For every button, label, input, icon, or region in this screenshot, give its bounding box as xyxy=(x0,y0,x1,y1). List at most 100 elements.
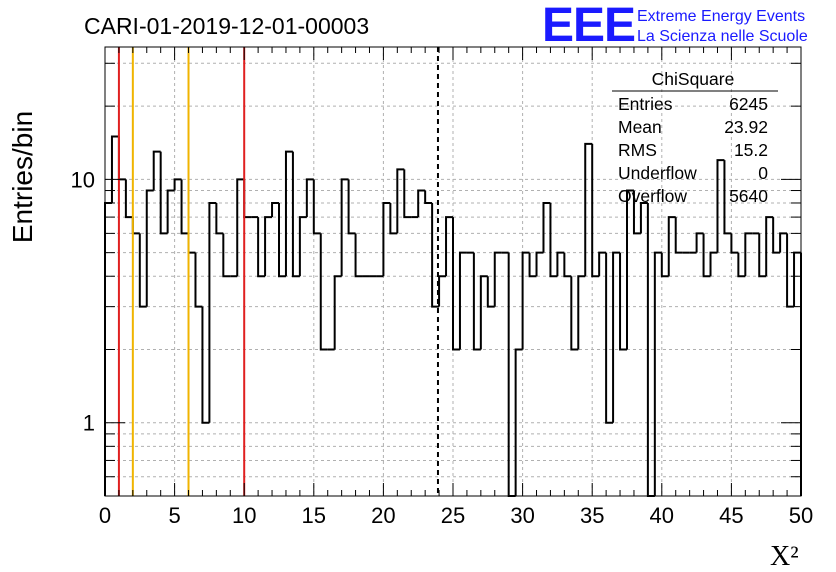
histogram-bin xyxy=(667,216,676,277)
histogram-bin xyxy=(438,275,447,307)
histogram-bin xyxy=(605,252,614,424)
stats-label: Underflow xyxy=(618,163,697,183)
histogram-bin xyxy=(194,252,203,308)
histogram-bin xyxy=(264,216,273,277)
histogram-bin xyxy=(472,252,481,351)
stats-label: Overflow xyxy=(618,186,687,206)
x-tick-label: 35 xyxy=(580,503,604,528)
histogram-bin xyxy=(521,251,530,350)
x-axis-label: X² xyxy=(770,541,799,572)
histogram-bin xyxy=(354,233,363,278)
logo-line2: La Scienza nelle Scuole xyxy=(637,28,808,45)
histogram-bin xyxy=(243,179,252,219)
histogram-bin xyxy=(347,179,356,235)
histogram-bin xyxy=(180,179,189,235)
histogram-bin xyxy=(138,233,147,308)
axis-ticks: 0 5 10 15 20 25 30 35 40 45 50 1 10 xyxy=(71,47,813,528)
histogram-bin xyxy=(278,202,286,278)
histogram-bin xyxy=(479,275,488,350)
stats-value: 0 xyxy=(758,163,768,183)
histogram-bin xyxy=(744,232,753,277)
x-tick-label: 50 xyxy=(789,503,813,528)
histogram-bin xyxy=(215,202,224,235)
histogram-bin xyxy=(702,233,711,278)
histogram-bin xyxy=(340,178,349,277)
histogram-bin xyxy=(758,233,767,278)
histogram-bin xyxy=(723,160,732,235)
histogram-bin xyxy=(291,151,300,278)
histogram-bin xyxy=(535,251,544,277)
histogram-bin xyxy=(639,201,648,234)
histogram-bin xyxy=(396,168,405,234)
stats-box: ChiSquare Entries 6245 Mean 23.92 RMS 15… xyxy=(612,69,778,206)
histogram-bin xyxy=(159,151,168,235)
histogram-bin xyxy=(445,216,453,277)
x-tick-label: 15 xyxy=(302,503,326,528)
stats-value: 5640 xyxy=(729,186,768,206)
histogram-bin xyxy=(493,251,502,307)
y-tick-label: 10 xyxy=(71,167,95,192)
histogram-bin xyxy=(201,306,210,424)
histogram-bin xyxy=(458,251,467,350)
histogram-bin xyxy=(660,252,669,278)
histogram-bin xyxy=(528,252,537,278)
histogram-bin xyxy=(131,217,140,235)
histogram-bin xyxy=(765,216,774,277)
histogram-bin xyxy=(591,143,600,278)
histogram-bin xyxy=(556,251,565,277)
marker-lines xyxy=(117,47,439,496)
histogram-bin xyxy=(772,217,781,254)
histogram-bin xyxy=(452,217,460,351)
logo-line1: Extreme Energy Events xyxy=(637,8,805,25)
histogram-bin xyxy=(709,251,718,277)
logo-mark: EEE xyxy=(542,0,635,52)
histogram-bin xyxy=(389,202,398,235)
x-tick-label: 20 xyxy=(371,503,395,528)
histogram-bin xyxy=(786,233,795,308)
histogram-bin xyxy=(145,189,154,307)
histogram-bin xyxy=(271,201,279,218)
histogram-bin xyxy=(779,232,788,253)
histogram-bin xyxy=(695,232,704,253)
histogram-bin xyxy=(124,179,133,219)
histogram-bin xyxy=(577,275,586,350)
histogram-bin xyxy=(222,233,231,278)
histogram-bin xyxy=(382,201,391,277)
x-tick-label: 0 xyxy=(99,503,111,528)
histogram-bin xyxy=(319,233,328,351)
chart-title: CARI-01-2019-12-01-00003 xyxy=(84,13,369,39)
stats-value: 15.2 xyxy=(734,140,768,160)
x-tick-label: 30 xyxy=(510,503,534,528)
histogram-bin xyxy=(632,190,641,235)
histogram-bin xyxy=(507,252,516,497)
x-tick-label: 40 xyxy=(650,503,674,528)
eee-logo: EEE Extreme Energy Events La Scienza nel… xyxy=(542,0,808,52)
histogram-bin xyxy=(257,217,266,278)
histogram-bin xyxy=(563,252,572,278)
histogram-bin xyxy=(598,251,607,277)
histogram-bin xyxy=(619,252,627,351)
stats-title: ChiSquare xyxy=(652,69,735,89)
histogram-bin xyxy=(312,179,321,235)
histogram-bin xyxy=(716,159,725,253)
histogram-bin xyxy=(166,189,175,234)
histogram-bin xyxy=(284,150,293,277)
histogram-bin xyxy=(424,190,433,204)
stats-label: Mean xyxy=(618,117,662,137)
histogram-bin xyxy=(431,202,440,308)
histogram-bin xyxy=(208,201,217,423)
histogram-bin xyxy=(486,276,495,308)
histogram-bin xyxy=(730,233,739,254)
histogram-bin xyxy=(152,150,161,191)
histogram-bin xyxy=(117,136,126,181)
histogram-bin xyxy=(417,189,426,218)
histogram-bin xyxy=(187,233,196,254)
stats-value: 23.92 xyxy=(724,117,768,137)
x-tick-label: 45 xyxy=(719,503,743,528)
histogram-bin xyxy=(674,217,683,254)
x-tick-label: 5 xyxy=(168,503,180,528)
y-tick-label: 1 xyxy=(83,411,95,436)
histogram-bin xyxy=(549,202,558,278)
histogram-bin xyxy=(793,251,801,307)
